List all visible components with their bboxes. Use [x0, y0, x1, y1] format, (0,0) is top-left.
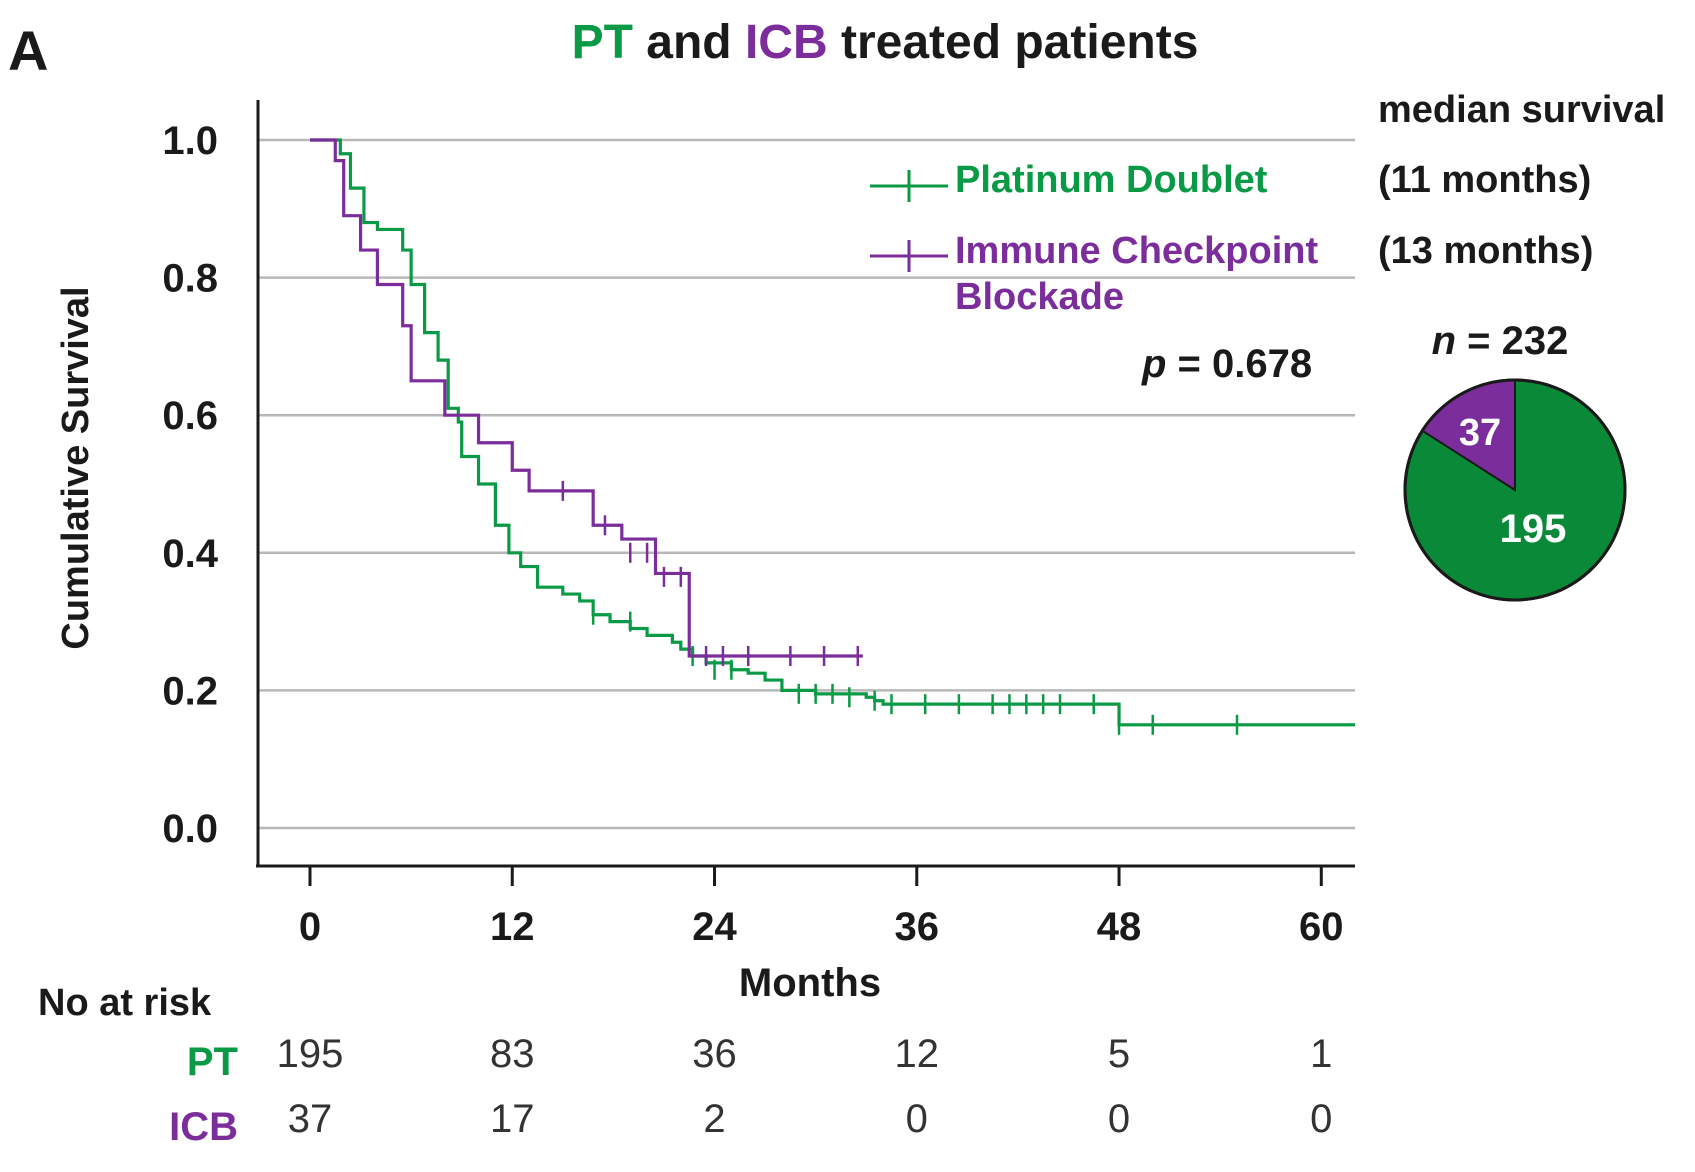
p-value: p = 0.678 [1141, 342, 1312, 386]
risk-value-icb: 0 [1108, 1097, 1130, 1141]
risk-value-icb: 0 [1310, 1097, 1332, 1141]
y-tick-label: 0.8 [162, 257, 218, 301]
pie-outline [1403, 378, 1627, 602]
legend-label-icb: Immune Checkpoint Blockade [955, 230, 1329, 318]
risk-row-label-pt: PT [187, 1040, 238, 1084]
survival-curves [310, 138, 1355, 735]
survival-curve-pt [310, 138, 1355, 727]
risk-value-pt: 36 [692, 1032, 737, 1076]
x-tick-label: 12 [490, 905, 535, 949]
n-value: = 232 [1456, 319, 1568, 363]
title-and: and [633, 16, 745, 69]
median-header: median survival [1378, 89, 1665, 131]
legend-label-icb-line2: Blockade [955, 276, 1124, 318]
y-tick-label: 0.2 [162, 669, 218, 713]
axes [256, 100, 1355, 886]
risk-row-label-icb: ICB [169, 1105, 238, 1149]
n-symbol: n [1432, 319, 1456, 363]
y-tick-label: 0.4 [162, 532, 218, 576]
chart-title: PT and ICB treated patients [572, 16, 1199, 69]
title-icb: ICB [745, 16, 828, 69]
risk-value-pt: 1 [1310, 1032, 1332, 1076]
legend: Platinum Doublet Immune Checkpoint Block… [870, 159, 1329, 318]
pie-n-label: n = 232 [1432, 319, 1569, 363]
panel-label: A [8, 19, 48, 82]
y-axis-label: Cumulative Survival [55, 286, 97, 649]
risk-value-pt: 12 [895, 1032, 940, 1076]
x-tick-label: 24 [692, 905, 737, 949]
x-tick-label: 48 [1097, 905, 1142, 949]
y-tick-label: 0.6 [162, 394, 218, 438]
y-tick-label: 1.0 [162, 119, 218, 163]
risk-value-pt: 5 [1108, 1032, 1130, 1076]
pie-chart: 37 195 [1403, 378, 1627, 602]
legend-label-pt: Platinum Doublet [955, 159, 1268, 201]
median-pt: (11 months) [1378, 159, 1591, 201]
risk-value-pt: 83 [490, 1032, 535, 1076]
risk-value-icb: 17 [490, 1097, 535, 1141]
p-value-text: = 0.678 [1166, 342, 1312, 386]
x-axis-label: Months [739, 961, 881, 1005]
title-pt: PT [572, 16, 633, 69]
survival-curve-icb [310, 138, 863, 658]
x-tick-label: 0 [299, 905, 321, 949]
risk-table: PT 195 83 36 12 5 1 ICB 37 17 2 0 0 0 [169, 1032, 1332, 1149]
pie-label-icb: 37 [1459, 412, 1501, 454]
risk-value-icb: 37 [288, 1097, 333, 1141]
risk-value-pt: 195 [277, 1032, 344, 1076]
title-rest: treated patients [828, 16, 1199, 69]
gridlines [258, 138, 1355, 830]
risk-value-icb: 0 [906, 1097, 928, 1141]
p-symbol: p [1141, 342, 1166, 386]
pie-label-pt: 195 [1500, 507, 1567, 551]
risk-value-icb: 2 [703, 1097, 725, 1141]
x-tick-labels: 0 12 24 36 48 60 [299, 905, 1344, 949]
median-icb: (13 months) [1378, 230, 1593, 272]
x-tick-label: 36 [895, 905, 940, 949]
y-tick-labels: 0.0 0.2 0.4 0.6 0.8 1.0 [162, 119, 218, 851]
x-tick-label: 60 [1299, 905, 1344, 949]
risk-table-header: No at risk [38, 982, 212, 1024]
legend-label-icb-line1: Immune Checkpoint [955, 230, 1318, 272]
y-tick-label: 0.0 [162, 807, 218, 851]
